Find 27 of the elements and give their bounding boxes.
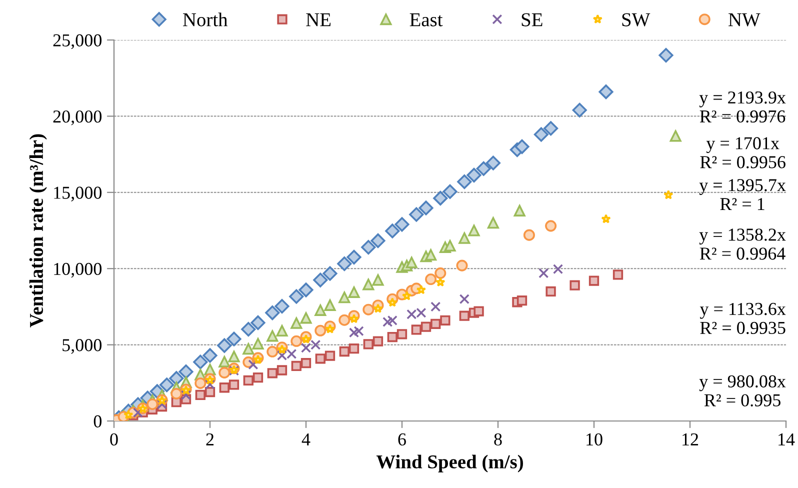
- x-tick-label: 6: [398, 433, 406, 446]
- legend-label: SE: [522, 13, 542, 26]
- y-tick-label: 10,000: [54, 262, 102, 278]
- annotation: y = 1133.6x R² = 0.9935: [700, 302, 786, 334]
- annotation: y = 2193.9x R² = 0.9976: [699, 91, 786, 123]
- legend-label: East: [410, 13, 443, 26]
- legend-label: NW: [728, 13, 760, 26]
- x-tick-label: 0: [110, 433, 118, 446]
- y-tick-label: 25,000: [53, 34, 102, 50]
- x-tick-label: 10: [586, 433, 602, 446]
- annotation: y = 1358.2x R² = 0.9964: [699, 228, 786, 260]
- annotation: y = 980.08x R² = 0.995: [699, 375, 786, 406]
- annotation: y = 1395.7x R² = 1: [699, 179, 786, 210]
- x-tick-label: 14: [778, 433, 795, 446]
- x-tick-label: 2: [206, 433, 214, 446]
- legend-label: North: [182, 12, 228, 26]
- x-tick-label: 12: [682, 433, 698, 446]
- y-tick-label: 0: [94, 415, 102, 428]
- x-tick-label: 4: [302, 433, 310, 446]
- x-axis-title: Wind Speed (m/s): [376, 454, 523, 472]
- y-tick-label: 20,000: [53, 110, 102, 126]
- legend-label: SW: [622, 13, 650, 26]
- y-tick-label: 5,000: [62, 339, 102, 354]
- x-tick-label: 8: [494, 433, 502, 446]
- y-tick-label: 15,000: [54, 186, 102, 202]
- legend-label: NE: [306, 13, 331, 26]
- y-axis-title: Ventilation rate (m³/hr): [29, 134, 47, 328]
